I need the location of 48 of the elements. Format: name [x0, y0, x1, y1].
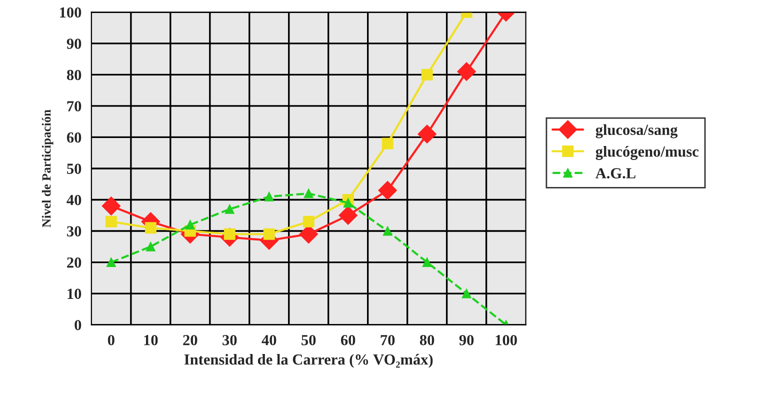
y-tick-label: 70: [67, 101, 82, 112]
x-tick-label: 40: [262, 334, 276, 346]
y-tick-label: 0: [74, 320, 82, 330]
x-axis-title: Intensidad de la Carrera (% VO₂máx): [184, 354, 433, 368]
legend-label: glucógeno/musc: [596, 146, 699, 160]
point: [264, 192, 274, 202]
point: [105, 216, 117, 228]
y-tick-label: 50: [67, 164, 82, 174]
point: [382, 138, 394, 150]
legend-label: glucosa/sang: [596, 124, 678, 138]
point: [304, 188, 314, 198]
y-tick-label: 20: [67, 257, 82, 268]
x-tick-label: 20: [183, 334, 198, 346]
point: [102, 196, 121, 216]
legend-label: A.G.L: [595, 168, 636, 179]
point: [263, 228, 275, 240]
x-tick-label: 30: [222, 334, 237, 346]
x-tick-label: 100: [496, 334, 517, 346]
point: [343, 198, 353, 208]
point: [382, 226, 392, 236]
point: [378, 181, 397, 200]
point: [106, 258, 116, 267]
x-tick-label: 70: [380, 334, 395, 346]
point: [418, 124, 436, 144]
y-tick-label: 60: [66, 132, 82, 143]
y-tick-label: 40: [66, 194, 82, 206]
y-axis-title: Nivel de Participación: [42, 110, 54, 228]
x-tick-label: 50: [302, 334, 316, 346]
x-tick-label: 0: [108, 334, 114, 346]
y-tick-label: 90: [66, 38, 82, 49]
x-tick-label: 80: [420, 334, 434, 346]
point: [224, 204, 234, 214]
x-tick-label: 90: [459, 334, 474, 346]
point: [146, 242, 156, 252]
point: [421, 68, 433, 80]
y-tick-label: 80: [66, 70, 82, 80]
y-tick-label: 100: [60, 7, 82, 18]
y-tick-label: 10: [68, 288, 82, 299]
point: [185, 220, 195, 230]
x-tick-label: 10: [144, 334, 158, 346]
x-tick-label: 60: [340, 334, 356, 346]
point: [338, 206, 358, 225]
point: [144, 222, 156, 234]
point: [302, 216, 314, 228]
point: [457, 62, 476, 81]
point: [462, 288, 472, 298]
point: [422, 258, 432, 267]
y-tick-label: 30: [67, 226, 82, 236]
